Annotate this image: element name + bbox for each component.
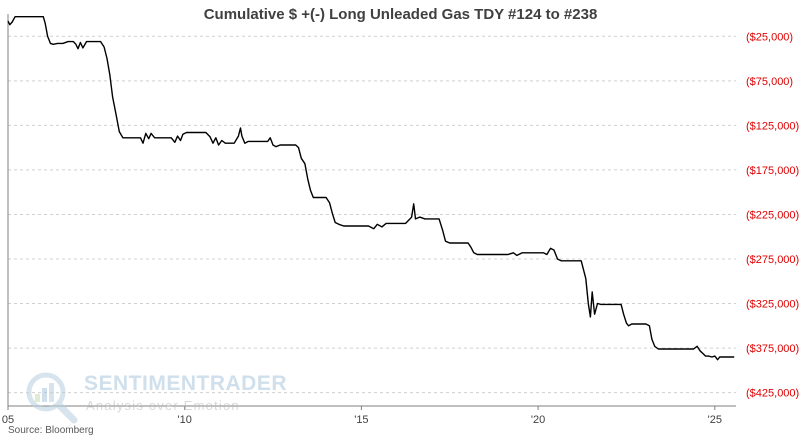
y-tick-label: ($325,000) [746, 299, 799, 311]
x-axis-ticks: 05 '10 '15 '20 '25 [2, 406, 722, 426]
watermark-tagline: Analysis over Emotion [86, 398, 240, 413]
y-tick-label: ($25,000) [746, 31, 793, 43]
y-axis-ticks: ($25,000) ($75,000) ($125,000) ($175,000) ($… [746, 31, 799, 399]
y-tick-label: ($125,000) [746, 120, 799, 132]
x-tick-label: '15 [354, 414, 368, 426]
y-tick-label: ($75,000) [746, 76, 793, 88]
y-tick-label: ($175,000) [746, 165, 799, 177]
x-tick-label: '10 [178, 414, 192, 426]
watermark: SENTIMENTRADER Analysis over Emotion [22, 368, 287, 424]
y-tick-label: ($425,000) [746, 388, 799, 400]
y-tick-label: ($275,000) [746, 254, 799, 266]
magnifier-chart-icon [26, 372, 78, 424]
series-line [7, 16, 735, 361]
x-tick-label: '25 [708, 414, 722, 426]
source-note: Source: Bloomberg [8, 425, 94, 436]
y-tick-label: ($375,000) [746, 343, 799, 355]
chart-title: Cumulative $ +(-) Long Unleaded Gas TDY … [203, 6, 598, 23]
series-layer [7, 16, 735, 361]
grid-lines [8, 35, 736, 394]
x-tick-label: '20 [531, 414, 545, 426]
watermark-brand: SENTIMENTRADER [84, 372, 288, 395]
axes [7, 14, 736, 407]
y-tick-label: ($225,000) [746, 209, 799, 221]
x-tick-label: 05 [2, 414, 14, 426]
